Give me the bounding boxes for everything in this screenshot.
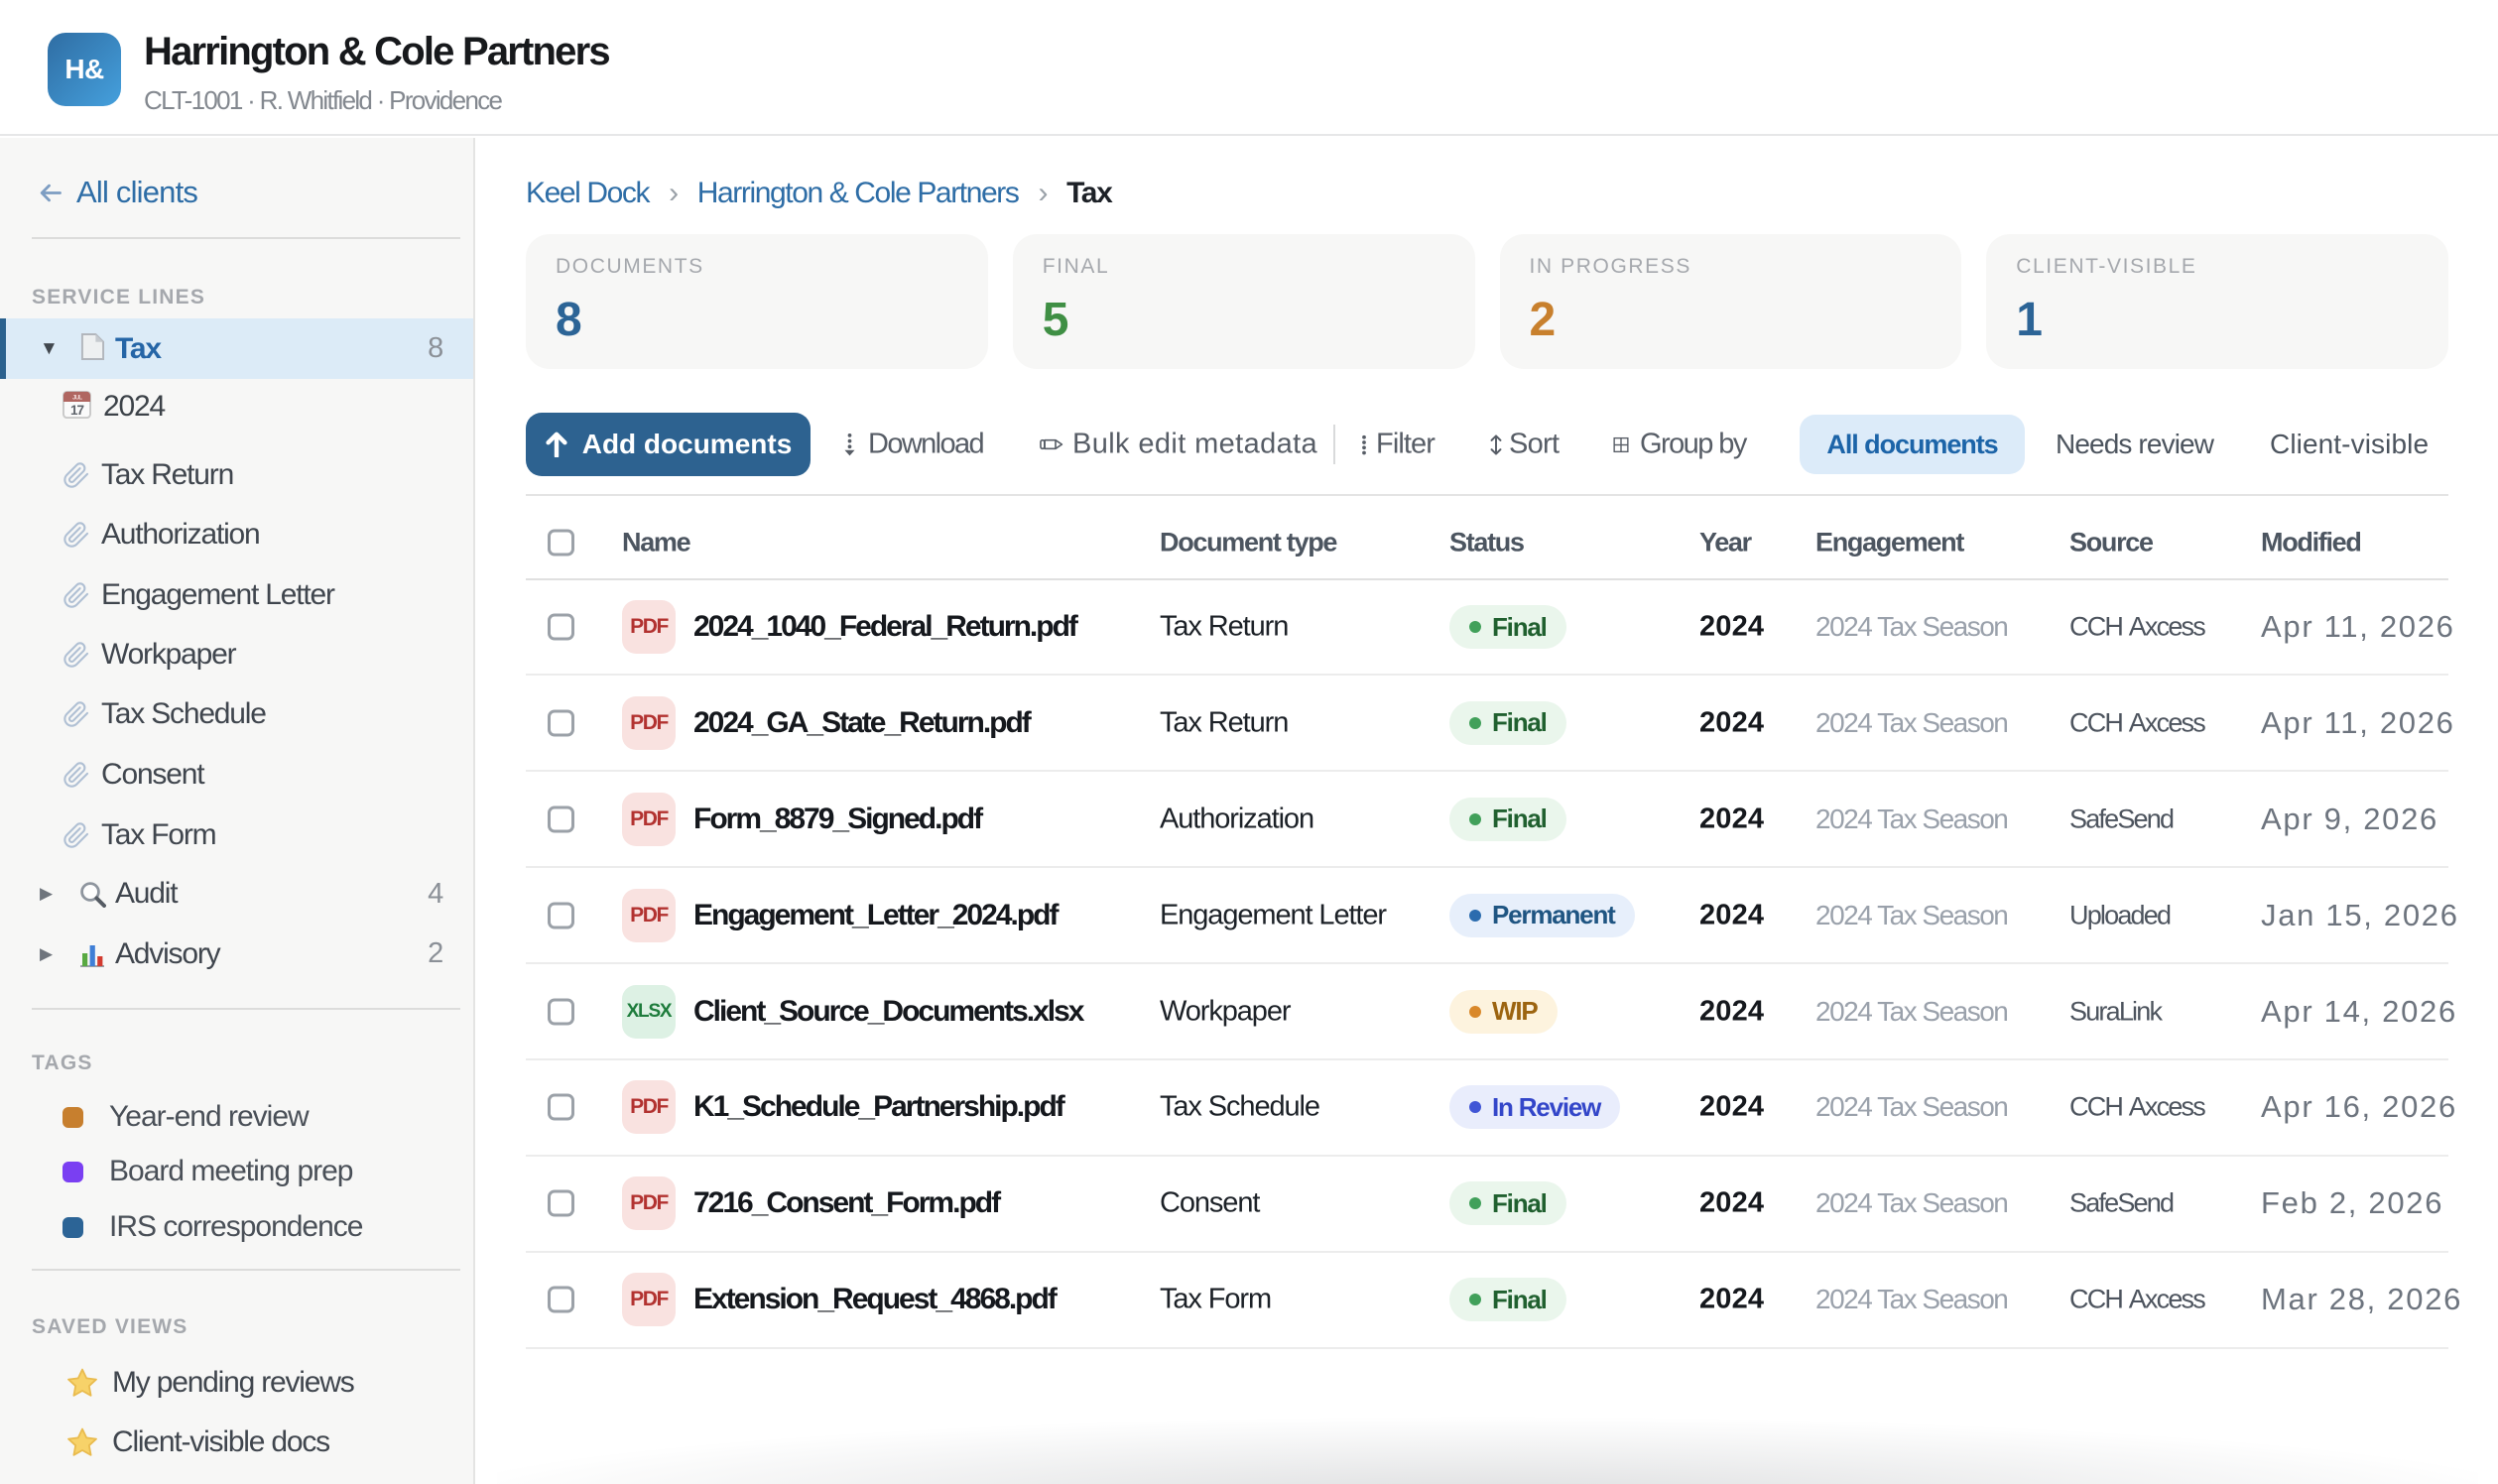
svg-text:JUL: JUL	[72, 394, 82, 401]
svg-text:17: 17	[69, 403, 83, 418]
